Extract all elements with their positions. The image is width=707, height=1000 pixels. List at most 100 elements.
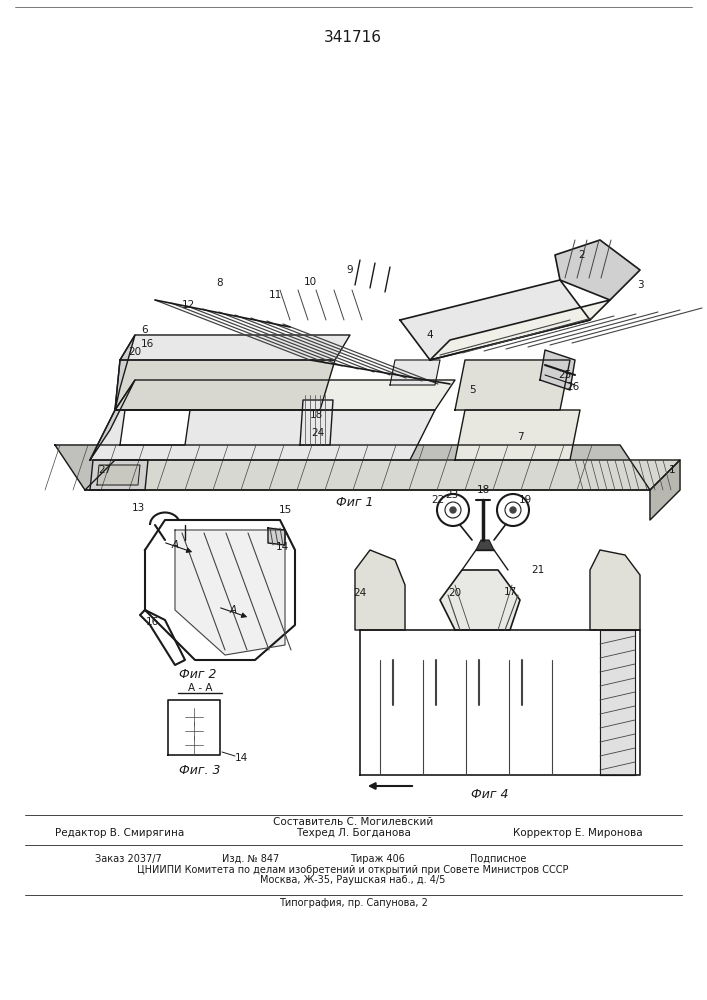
Bar [150,422,160,427]
Polygon shape [168,700,220,755]
Bar [162,436,172,441]
Text: 16: 16 [146,617,158,627]
Text: A: A [171,540,179,550]
Text: 9: 9 [346,265,354,275]
Text: Составитель С. Могилевский: Составитель С. Могилевский [273,817,433,827]
Polygon shape [85,460,680,490]
Text: 14: 14 [235,753,247,763]
Text: 24: 24 [311,428,325,438]
Circle shape [450,507,456,513]
Text: 18: 18 [310,410,322,420]
Text: 15: 15 [279,505,291,515]
Text: Редактор В. Смирягина: Редактор В. Смирягина [55,828,185,838]
Text: 19: 19 [518,495,532,505]
Polygon shape [590,550,640,630]
Circle shape [510,507,516,513]
Polygon shape [430,300,610,360]
Polygon shape [90,380,135,460]
Polygon shape [90,410,435,460]
Polygon shape [55,445,650,490]
Polygon shape [115,360,335,410]
Polygon shape [115,335,135,410]
Polygon shape [476,540,494,550]
Text: 11: 11 [269,290,281,300]
Polygon shape [400,280,590,360]
Bar [174,422,184,427]
Text: 23: 23 [445,490,459,500]
Text: Фиг 1: Фиг 1 [337,496,374,510]
Bar [162,414,172,420]
Polygon shape [540,350,575,390]
Polygon shape [600,630,635,775]
Text: Заказ 2037/7: Заказ 2037/7 [95,854,162,864]
Text: Подписное: Подписное [470,854,527,864]
Text: ЦНИИПИ Комитета по делам изобретений и открытий при Совете Министров СССР: ЦНИИПИ Комитета по делам изобретений и о… [137,865,568,875]
Text: 14: 14 [275,542,288,552]
Circle shape [485,427,495,437]
Text: 4: 4 [427,330,433,340]
Text: 3: 3 [637,280,643,290]
Text: 27: 27 [98,465,112,475]
Polygon shape [390,360,440,385]
Text: 1: 1 [669,465,675,475]
Bar [150,436,160,441]
Text: 10: 10 [303,277,317,287]
Polygon shape [97,465,140,485]
Bar [126,428,136,434]
Polygon shape [120,335,350,360]
Text: 18: 18 [477,485,490,495]
Polygon shape [455,360,570,410]
Text: Техред Л. Богданова: Техред Л. Богданова [296,828,411,838]
Bar [174,428,184,434]
Bar [162,428,172,434]
Text: 25: 25 [559,370,572,380]
Bar [138,428,148,434]
Polygon shape [268,528,285,545]
Text: 22: 22 [431,495,445,505]
Bar [174,436,184,441]
Text: Москва, Ж-35, Раушская наб., д. 4/5: Москва, Ж-35, Раушская наб., д. 4/5 [260,875,445,885]
Bar [138,422,148,427]
Text: 341716: 341716 [324,30,382,45]
Text: 21: 21 [532,565,544,575]
Polygon shape [555,240,640,300]
Text: 8: 8 [216,278,223,288]
Polygon shape [90,460,148,490]
Polygon shape [360,630,640,775]
Polygon shape [145,520,295,660]
Circle shape [521,431,529,439]
Text: Корректор Е. Миронова: Корректор Е. Миронова [513,828,643,838]
Bar [162,422,172,427]
Polygon shape [115,380,455,410]
Text: 24: 24 [354,588,367,598]
Polygon shape [650,460,680,520]
Text: 13: 13 [132,503,145,513]
Text: Фиг. 3: Фиг. 3 [180,764,221,776]
Polygon shape [440,570,520,630]
Polygon shape [120,410,190,445]
Text: A - A: A - A [188,683,212,693]
Text: 20: 20 [129,347,141,357]
Polygon shape [355,550,405,630]
Bar [138,436,148,441]
Polygon shape [300,400,333,445]
Bar [150,414,160,420]
Bar [174,414,184,420]
Polygon shape [175,530,285,655]
Polygon shape [455,410,580,460]
Text: Типография, пр. Сапунова, 2: Типография, пр. Сапунова, 2 [279,898,428,908]
Text: Изд. № 847: Изд. № 847 [222,854,279,864]
Text: Фиг 2: Фиг 2 [180,668,217,682]
Text: 2: 2 [579,250,585,260]
Text: A: A [230,605,237,615]
Text: 26: 26 [566,382,580,392]
Text: 16: 16 [141,339,153,349]
Bar [138,414,148,420]
Bar [126,422,136,427]
Text: 6: 6 [141,325,148,335]
Text: 12: 12 [182,300,194,310]
Bar [126,414,136,420]
Text: Фиг 4: Фиг 4 [472,788,509,802]
Bar [150,428,160,434]
Bar [126,436,136,441]
